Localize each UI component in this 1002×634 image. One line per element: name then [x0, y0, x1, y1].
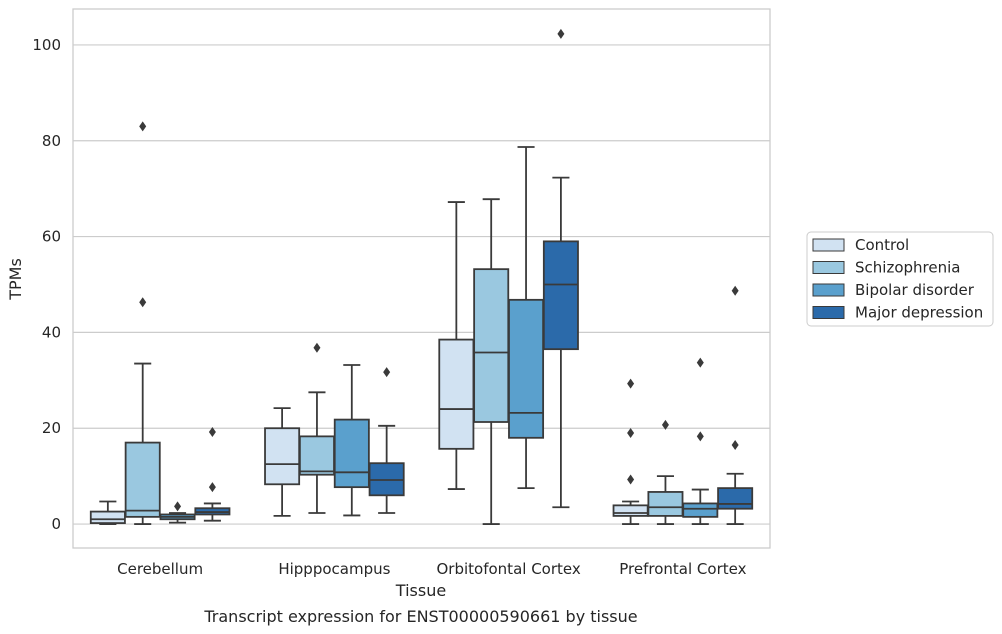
box-3-3 [717, 285, 754, 525]
legend-swatch [812, 283, 845, 297]
flier-0 [208, 482, 216, 493]
box-body [298, 435, 335, 476]
flier-0 [731, 439, 739, 450]
flier-0 [661, 419, 669, 430]
legend-swatch [812, 238, 845, 252]
box-body [124, 441, 161, 518]
flier-1 [696, 357, 704, 368]
box-0-3 [194, 427, 231, 522]
legend-item-1: Schizophrenia [812, 259, 960, 277]
box-0-0 [89, 500, 126, 525]
flier-0 [139, 297, 147, 308]
y-axis-ticks: 0 20 40 60 80 100 [32, 36, 61, 533]
flier-1 [208, 427, 216, 438]
legend-swatch [812, 306, 845, 319]
flier-1 [139, 121, 147, 132]
y-tick-label-40: 40 [42, 323, 61, 341]
flier-2 [627, 378, 635, 389]
box-2-0 [438, 201, 475, 490]
x-tick-label-2: Orbitofontal Cortex [437, 560, 581, 578]
box-2-1 [473, 198, 510, 525]
box-1-2 [333, 364, 370, 517]
box-body [333, 418, 370, 489]
flier-0 [313, 342, 321, 353]
box-body [264, 427, 301, 486]
box-body [647, 491, 684, 517]
flier-1 [731, 285, 739, 296]
plot-frame [72, 8, 771, 549]
box-0-2 [159, 501, 196, 524]
legend-label: Control [855, 236, 909, 254]
flier-0 [383, 367, 391, 378]
x-tick-label-1: Hipppocampus [278, 560, 390, 578]
box-1-3 [368, 367, 405, 514]
box-body [682, 502, 719, 518]
y-tick-label-0: 0 [51, 515, 61, 533]
box-body [717, 487, 754, 510]
box-2-2 [508, 146, 545, 490]
box-body [542, 240, 579, 351]
box-1-0 [264, 407, 301, 517]
legend: Control Schizophrenia Bipolar disorder Majo… [806, 231, 994, 327]
y-tick-label-100: 100 [32, 36, 61, 54]
box-layer [89, 28, 754, 525]
box-2-3 [542, 28, 579, 509]
flier-1 [627, 428, 635, 439]
legend-item-3: Major depression [812, 304, 983, 322]
y-tick-label-20: 20 [42, 419, 61, 437]
legend-label: Major depression [855, 304, 983, 322]
box-body [508, 298, 545, 439]
box-0-1 [124, 121, 161, 525]
x-axis-title: Tissue [395, 581, 446, 600]
legend-item-0: Control [812, 236, 909, 254]
y-axis-title: TPMs [6, 258, 25, 301]
x-axis-ticks: Cerebellum Hipppocampus Orbitofontal Corte… [117, 560, 746, 578]
legend-label: Bipolar disorder [855, 281, 975, 299]
box-body [473, 268, 510, 423]
flier-0 [627, 474, 635, 485]
legend-item-2: Bipolar disorder [812, 281, 975, 299]
box-body [612, 504, 649, 517]
x-tick-label-0: Cerebellum [117, 560, 203, 578]
box-3-2 [682, 357, 719, 525]
box-body [89, 510, 126, 524]
box-body [438, 338, 475, 450]
flier-0 [557, 28, 565, 39]
legend-frame [806, 231, 994, 327]
y-tick-label-80: 80 [42, 132, 61, 150]
x-tick-label-3: Prefrontal Cortex [619, 560, 746, 578]
chart-caption: Transcript expression for ENST0000059066… [203, 607, 637, 626]
y-tick-label-60: 60 [42, 228, 61, 246]
flier-0 [174, 501, 182, 512]
legend-swatch [812, 261, 845, 274]
box-3-1 [647, 419, 684, 525]
grid-layer [73, 44, 770, 525]
box-1-1 [298, 342, 335, 514]
flier-0 [696, 431, 704, 442]
box-3-0 [612, 378, 649, 525]
legend-label: Schizophrenia [855, 259, 960, 277]
